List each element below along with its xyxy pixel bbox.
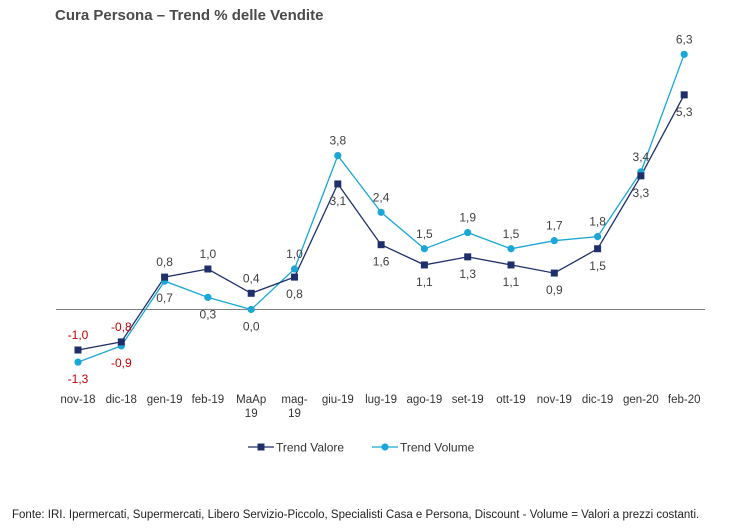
x-tick-label: dic-18 <box>106 394 137 406</box>
marker-trend-volume <box>334 152 342 160</box>
x-tick-labels: nov-18 dic-18 gen-19 feb-19 MaAp 19 mag- 19 giu-… <box>60 394 700 420</box>
x-tick-label: giu-19 <box>322 394 354 406</box>
marker-trend-volume <box>420 245 428 253</box>
marker-trend-volume <box>290 265 299 273</box>
legend-marker <box>381 443 389 451</box>
x-tick-label: ott-19 <box>496 394 525 406</box>
legend: Trend Valore Trend Volume <box>248 441 475 455</box>
x-tick-label: 19 <box>245 408 258 420</box>
legend-item-trend-valore: Trend Valore <box>248 441 344 455</box>
series-line-trend-volume <box>77 54 685 363</box>
marker-trend-volume <box>464 228 472 237</box>
legend-marker <box>257 443 265 451</box>
data-label-trend-valore: -1,0 <box>68 328 89 342</box>
data-label-trend-volume: 1,0 <box>286 247 303 261</box>
data-label-trend-volume: 3,8 <box>329 134 346 148</box>
x-tick-label: feb-19 <box>192 394 225 406</box>
marker-trend-volume <box>594 233 602 241</box>
data-label-trend-valore: 0,9 <box>546 283 563 297</box>
data-label-trend-volume: 0,7 <box>156 291 173 305</box>
source-note: Fonte: IRI. Ipermercati, Supermercati, L… <box>12 509 700 521</box>
data-label-trend-valore: 1,0 <box>200 247 217 261</box>
series-lines <box>77 54 685 363</box>
marker-trend-volume <box>377 208 385 216</box>
x-tick-label: feb-20 <box>668 394 701 406</box>
marker-trend-valore <box>594 245 602 253</box>
x-tick-label: mag- <box>281 394 307 406</box>
data-label-trend-valore: -0,8 <box>111 320 132 334</box>
marker-trend-volume <box>550 237 558 245</box>
data-label-trend-valore: 1,1 <box>503 275 520 289</box>
x-tick-label: set-19 <box>452 394 484 406</box>
marker-trend-valore <box>334 180 342 188</box>
x-tick-label: MaAp <box>236 394 266 406</box>
x-tick-label: nov-19 <box>537 394 572 406</box>
series-markers <box>74 50 688 366</box>
data-label-trend-volume: 6,3 <box>676 32 693 46</box>
marker-trend-valore <box>464 253 472 261</box>
data-label-trend-volume: 3,4 <box>633 150 650 164</box>
data-label-trend-valore: 1,1 <box>416 275 433 289</box>
marker-trend-valore <box>377 241 385 249</box>
x-tick-label: gen-20 <box>623 394 659 406</box>
data-label-trend-volume: 1,8 <box>589 215 606 229</box>
data-label-trend-volume: -0,9 <box>111 356 132 370</box>
marker-trend-volume <box>74 358 82 366</box>
x-tick-label: nov-18 <box>60 394 95 406</box>
x-tick-label: dic-19 <box>582 394 613 406</box>
data-label-trend-valore: 5,3 <box>676 105 693 119</box>
data-label-trend-valore: 1,5 <box>589 259 606 273</box>
marker-trend-valore <box>420 261 428 269</box>
marker-trend-valore <box>680 91 688 99</box>
legend-label: Trend Volume <box>400 441 475 455</box>
data-labels: -1,3 -1,0 -0,9 -0,8 0,7 0,8 0,3 1,0 0,0 0,4 1,0 0,8… <box>68 32 693 386</box>
marker-trend-valore <box>637 172 645 180</box>
legend-item-trend-volume: Trend Volume <box>372 441 475 455</box>
data-label-trend-volume: 1,7 <box>546 219 563 233</box>
data-label-trend-valore: 0,8 <box>286 287 303 301</box>
x-tick-label: gen-19 <box>147 394 183 406</box>
data-label-trend-valore: 0,4 <box>243 271 260 285</box>
x-tick-label: lug-19 <box>365 394 397 406</box>
marker-trend-volume <box>247 305 255 314</box>
data-label-trend-valore: 3,3 <box>633 186 650 200</box>
marker-trend-valore <box>161 273 169 281</box>
marker-trend-valore <box>247 289 255 297</box>
marker-trend-valore <box>507 261 515 269</box>
data-label-trend-volume: 1,9 <box>459 211 476 225</box>
data-label-trend-volume: -1,3 <box>68 372 89 386</box>
marker-trend-volume <box>204 293 212 301</box>
marker-trend-valore <box>291 273 298 281</box>
marker-trend-volume <box>507 245 515 253</box>
data-label-trend-valore: 0,8 <box>156 255 173 269</box>
legend-label: Trend Valore <box>276 441 344 455</box>
x-tick-label: ago-19 <box>406 394 442 406</box>
marker-trend-valore <box>204 265 212 273</box>
data-label-trend-valore: 1,3 <box>459 267 476 281</box>
marker-trend-volume <box>680 50 688 58</box>
marker-trend-valore <box>117 338 125 346</box>
data-label-trend-volume: 0,3 <box>200 307 217 321</box>
marker-trend-valore <box>74 346 82 354</box>
data-label-trend-volume: 0,0 <box>243 320 260 334</box>
marker-trend-valore <box>550 269 558 277</box>
data-label-trend-volume: 2,4 <box>373 190 390 204</box>
data-label-trend-volume: 1,5 <box>503 227 520 241</box>
chart-title: Cura Persona – Trend % delle Vendite <box>55 7 324 24</box>
line-chart: -1,3 -1,0 -0,9 -0,8 0,7 0,8 0,3 1,0 0,0 0,4 1,0 0,8… <box>56 32 705 455</box>
data-label-trend-valore: 3,1 <box>329 194 346 208</box>
data-label-trend-valore: 1,6 <box>373 255 390 269</box>
data-label-trend-volume: 1,5 <box>416 227 433 241</box>
x-tick-label: 19 <box>288 408 301 420</box>
